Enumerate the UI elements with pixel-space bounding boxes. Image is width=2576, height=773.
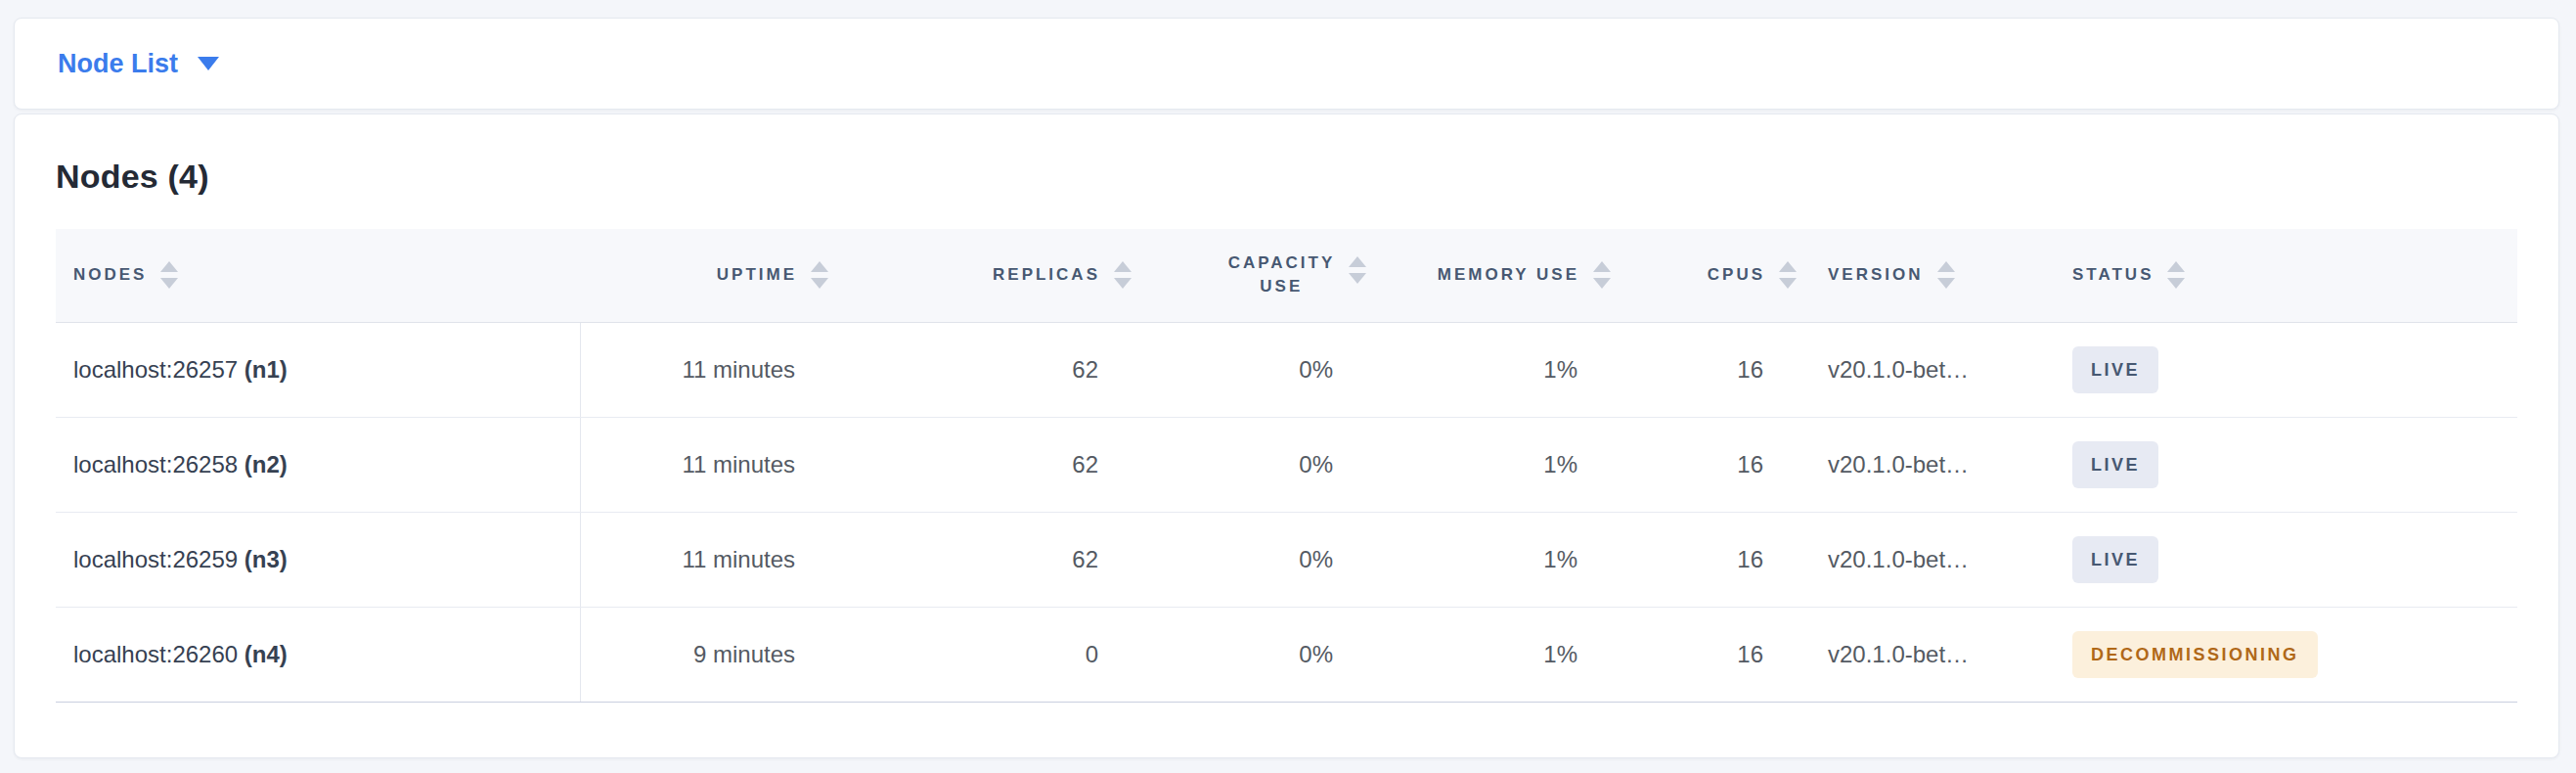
memory-use-cell: 1% bbox=[1392, 417, 1636, 512]
capacity-use-cell: 0% bbox=[1157, 417, 1392, 512]
page-title: Nodes (4) bbox=[56, 158, 2517, 196]
node-id: (n2) bbox=[244, 451, 288, 477]
replicas-cell: 62 bbox=[854, 322, 1157, 417]
version-cell: v20.1.0-bet… bbox=[1822, 417, 2066, 512]
uptime-cell: 11 minutes bbox=[580, 512, 854, 607]
sort-icon bbox=[1593, 260, 1611, 290]
memory-use-cell: 1% bbox=[1392, 322, 1636, 417]
node-id: (n1) bbox=[244, 356, 288, 383]
node-id: (n4) bbox=[244, 641, 288, 667]
table-header-row: Nodes Uptime Replicas Capacity Use Memor… bbox=[56, 229, 2517, 322]
nodes-card: Nodes (4) Nodes Uptime Replicas Capacity… bbox=[14, 114, 2559, 758]
status-badge: LIVE bbox=[2072, 346, 2158, 393]
view-selector-card: Node List bbox=[14, 18, 2559, 110]
capacity-use-cell: 0% bbox=[1157, 607, 1392, 702]
column-header-status[interactable]: Status bbox=[2066, 229, 2517, 322]
version-cell: v20.1.0-bet… bbox=[1822, 512, 2066, 607]
column-header-uptime[interactable]: Uptime bbox=[580, 229, 854, 322]
sort-icon bbox=[811, 260, 828, 290]
version-cell: v20.1.0-bet… bbox=[1822, 322, 2066, 417]
status-badge: DECOMMISSIONING bbox=[2072, 631, 2318, 678]
status-cell: LIVE bbox=[2066, 512, 2517, 607]
cpus-cell: 16 bbox=[1636, 607, 1822, 702]
sort-icon bbox=[1114, 260, 1132, 290]
column-header-capacity-use[interactable]: Capacity Use bbox=[1157, 229, 1392, 322]
node-address-cell: localhost:26259 (n3) bbox=[56, 512, 580, 607]
capacity-use-cell: 0% bbox=[1157, 512, 1392, 607]
sort-icon bbox=[1937, 260, 1955, 290]
status-cell: LIVE bbox=[2066, 417, 2517, 512]
cpus-cell: 16 bbox=[1636, 322, 1822, 417]
column-header-nodes[interactable]: Nodes bbox=[56, 229, 580, 322]
cpus-cell: 16 bbox=[1636, 512, 1822, 607]
memory-use-cell: 1% bbox=[1392, 512, 1636, 607]
status-badge: LIVE bbox=[2072, 441, 2158, 488]
node-list-dropdown-label: Node List bbox=[58, 49, 178, 79]
nodes-table: Nodes Uptime Replicas Capacity Use Memor… bbox=[56, 229, 2517, 703]
sort-icon bbox=[1349, 255, 1366, 285]
node-id: (n3) bbox=[244, 546, 288, 572]
node-list-dropdown[interactable]: Node List bbox=[58, 49, 219, 79]
table-row: localhost:26259 (n3) 11 minutes 62 0% 1%… bbox=[56, 512, 2517, 607]
status-cell: DECOMMISSIONING bbox=[2066, 607, 2517, 702]
replicas-cell: 62 bbox=[854, 512, 1157, 607]
node-address-cell: localhost:26260 (n4) bbox=[56, 607, 580, 702]
replicas-cell: 62 bbox=[854, 417, 1157, 512]
sort-icon bbox=[2167, 260, 2185, 290]
status-cell: LIVE bbox=[2066, 322, 2517, 417]
column-header-cpus[interactable]: CPUs bbox=[1636, 229, 1822, 322]
replicas-cell: 0 bbox=[854, 607, 1157, 702]
table-row: localhost:26260 (n4) 9 minutes 0 0% 1% 1… bbox=[56, 607, 2517, 702]
column-header-replicas[interactable]: Replicas bbox=[854, 229, 1157, 322]
version-cell: v20.1.0-bet… bbox=[1822, 607, 2066, 702]
node-address-cell: localhost:26258 (n2) bbox=[56, 417, 580, 512]
uptime-cell: 9 minutes bbox=[580, 607, 854, 702]
table-row: localhost:26257 (n1) 11 minutes 62 0% 1%… bbox=[56, 322, 2517, 417]
column-header-memory-use[interactable]: Memory Use bbox=[1392, 229, 1636, 322]
sort-icon bbox=[160, 260, 178, 290]
node-address-cell: localhost:26257 (n1) bbox=[56, 322, 580, 417]
memory-use-cell: 1% bbox=[1392, 607, 1636, 702]
status-badge: LIVE bbox=[2072, 536, 2158, 583]
uptime-cell: 11 minutes bbox=[580, 417, 854, 512]
table-row: localhost:26258 (n2) 11 minutes 62 0% 1%… bbox=[56, 417, 2517, 512]
chevron-down-icon bbox=[198, 57, 219, 70]
capacity-use-cell: 0% bbox=[1157, 322, 1392, 417]
cpus-cell: 16 bbox=[1636, 417, 1822, 512]
uptime-cell: 11 minutes bbox=[580, 322, 854, 417]
sort-icon bbox=[1779, 260, 1797, 290]
column-header-version[interactable]: Version bbox=[1822, 229, 2066, 322]
